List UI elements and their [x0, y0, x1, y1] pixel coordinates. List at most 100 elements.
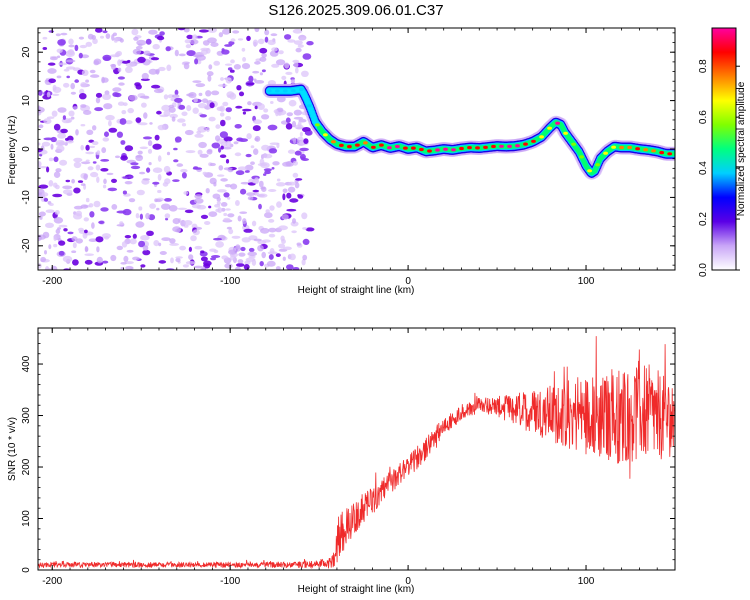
noise-blob — [91, 222, 95, 229]
noise-blob — [209, 248, 217, 252]
noise-blob — [247, 196, 254, 201]
noise-blob — [276, 142, 280, 149]
noise-blob — [215, 124, 221, 129]
noise-blob — [302, 254, 308, 261]
noise-blob — [53, 217, 64, 224]
noise-blob — [217, 189, 227, 193]
ridge-peak — [651, 149, 656, 153]
noise-blob — [267, 124, 278, 131]
noise-blob — [246, 133, 252, 140]
colorbar-ticks: 0.0 0.2 0.4 0.6 0.8 — [698, 59, 740, 277]
noise-blob — [137, 56, 146, 64]
noise-blob — [172, 218, 181, 225]
noise-blob — [95, 92, 103, 98]
noise-blob — [238, 252, 246, 257]
noise-blob — [116, 131, 123, 138]
noise-blob — [65, 179, 71, 183]
noise-blob — [53, 123, 61, 131]
noise-blob — [221, 207, 226, 212]
noise-blob — [118, 82, 125, 86]
noise-blob — [170, 257, 174, 264]
y-tick-label: 0 — [21, 146, 32, 152]
noise-blob — [221, 49, 230, 55]
noise-blob — [224, 263, 233, 269]
noise-blob — [218, 147, 222, 153]
noise-blob — [161, 237, 171, 242]
noise-blob — [38, 166, 49, 169]
noise-blob — [125, 265, 134, 270]
noise-blob — [247, 101, 252, 106]
noise-blob — [237, 215, 242, 222]
noise-blob — [107, 187, 118, 192]
noise-blob — [173, 147, 178, 151]
noise-blob — [259, 56, 267, 62]
noise-blob — [283, 246, 292, 251]
noise-blob — [286, 264, 294, 270]
noise-blob — [74, 79, 79, 83]
noise-blob — [293, 40, 303, 45]
noise-blob — [192, 34, 198, 40]
noise-blob — [261, 53, 267, 58]
noise-blob — [215, 208, 220, 213]
noise-blob — [278, 50, 284, 55]
noise-blob — [206, 126, 210, 133]
noise-blob — [287, 186, 296, 193]
noise-blob — [59, 159, 68, 166]
noise-blob — [96, 150, 101, 156]
noise-blob — [95, 97, 101, 104]
noise-blob — [67, 231, 74, 235]
noise-blob — [299, 37, 307, 41]
noise-blob — [285, 71, 293, 75]
ridge-peak — [627, 145, 632, 150]
noise-blob — [122, 190, 127, 195]
noise-blob — [100, 159, 110, 162]
noise-blob — [101, 233, 111, 239]
noise-blob — [254, 135, 261, 142]
noise-blob — [45, 222, 54, 228]
noise-blob — [85, 41, 93, 47]
ridge-peak — [619, 145, 624, 150]
noise-blob — [74, 44, 79, 52]
noise-blob — [165, 217, 169, 221]
noise-blob — [269, 248, 275, 254]
noise-blob — [257, 245, 264, 252]
noise-blob — [48, 30, 55, 33]
noise-blob — [295, 47, 302, 53]
noise-blob — [84, 259, 93, 265]
noise-blob — [152, 181, 160, 185]
noise-blob — [235, 266, 241, 270]
noise-blob — [293, 109, 302, 116]
noise-blob — [291, 120, 297, 128]
noise-blob — [156, 110, 162, 115]
noise-blob — [225, 107, 232, 113]
noise-blob — [281, 75, 287, 80]
noise-blob — [116, 210, 127, 214]
snr-y-ticks: 0 100 200 300 400 — [21, 332, 675, 573]
noise-blob — [177, 118, 186, 123]
noise-blob — [132, 233, 137, 239]
noise-blob — [182, 264, 189, 268]
ridge-peak — [274, 89, 280, 93]
noise-blob — [57, 39, 66, 46]
ridge-peak — [323, 133, 328, 137]
noise-blob — [303, 138, 309, 145]
snr-series-line — [38, 336, 675, 570]
noise-blob — [201, 98, 209, 103]
snr-x-label: Height of straight line (km) — [298, 584, 415, 595]
noise-blob — [265, 209, 270, 214]
noise-blob — [200, 256, 208, 262]
noise-blob — [282, 161, 292, 167]
noise-blob — [62, 189, 73, 195]
noise-blob — [262, 153, 273, 159]
noise-blob — [216, 200, 221, 206]
ridge-peak — [355, 143, 360, 147]
noise-blob — [124, 181, 133, 185]
noise-blob — [96, 176, 100, 183]
noise-blob — [38, 161, 42, 167]
noise-blob — [269, 205, 275, 211]
noise-blob — [181, 123, 187, 127]
noise-blob — [242, 108, 252, 112]
noise-blob — [216, 106, 224, 112]
noise-blob — [71, 250, 77, 253]
noise-blob — [59, 142, 67, 146]
